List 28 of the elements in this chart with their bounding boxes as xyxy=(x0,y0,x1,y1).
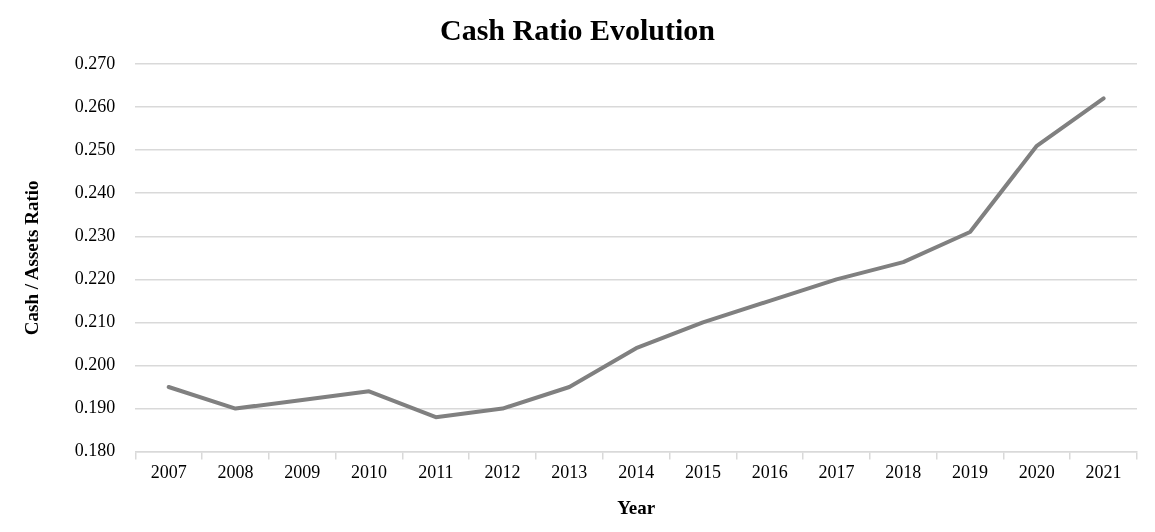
x-tick-label: 2009 xyxy=(284,462,321,483)
y-tick-label: 0.270 xyxy=(74,52,116,73)
y-tick-label: 0.180 xyxy=(74,440,116,461)
y-tick-label: 0.190 xyxy=(74,397,116,418)
x-tick-label: 2021 xyxy=(1085,462,1122,483)
x-axis-title: Year xyxy=(617,496,656,518)
chart-title: Cash Ratio Evolution xyxy=(439,12,716,46)
x-tick-label: 2010 xyxy=(351,462,388,483)
x-tick-label: 2008 xyxy=(217,462,254,483)
y-tick-label: 0.230 xyxy=(74,225,116,245)
x-tick-label: 2012 xyxy=(484,462,521,483)
y-tick-label: 0.210 xyxy=(74,311,116,332)
x-tick-label: 2019 xyxy=(952,462,989,483)
x-tick-label: 2016 xyxy=(751,462,788,483)
y-axis-title: Cash / Assets Ratio xyxy=(21,180,43,336)
x-tick-label: 2020 xyxy=(1018,462,1055,483)
y-tick-label: 0.200 xyxy=(74,354,116,375)
y-tick-label: 0.220 xyxy=(74,268,116,289)
x-tick-label: 2013 xyxy=(551,462,588,483)
x-tick-label: 2007 xyxy=(150,462,187,483)
y-tick-label: 0.250 xyxy=(74,138,116,159)
y-tick-label: 0.260 xyxy=(74,95,116,116)
x-tick-label: 2015 xyxy=(684,462,721,483)
x-tick-label: 2011 xyxy=(418,462,454,483)
x-tick-label: 2018 xyxy=(885,462,922,483)
y-tick-label: 0.240 xyxy=(74,181,116,202)
x-tick-label: 2017 xyxy=(818,462,855,483)
x-tick-label: 2014 xyxy=(618,462,655,483)
